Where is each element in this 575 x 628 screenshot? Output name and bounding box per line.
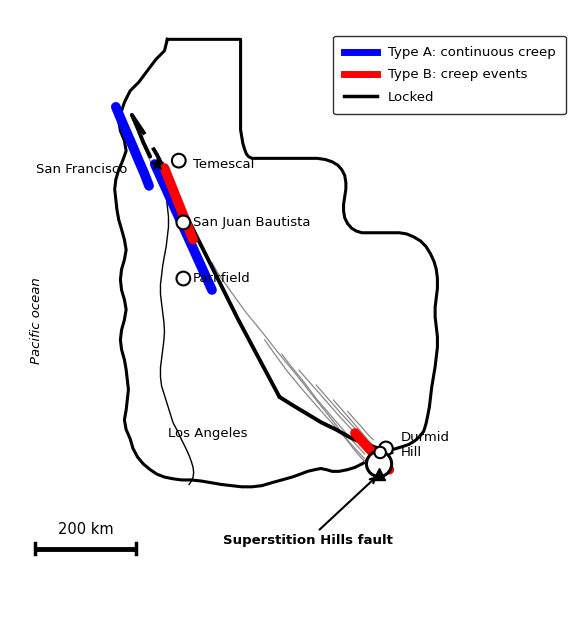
Legend: Type A: continuous creep, Type B: creep events, Locked: Type A: continuous creep, Type B: creep … bbox=[334, 36, 566, 114]
Circle shape bbox=[172, 154, 186, 168]
Text: San Juan Bautista: San Juan Bautista bbox=[193, 216, 310, 229]
Circle shape bbox=[177, 272, 190, 285]
Text: Superstition Hills fault: Superstition Hills fault bbox=[223, 478, 393, 548]
Circle shape bbox=[379, 441, 393, 455]
Text: 200 km: 200 km bbox=[58, 522, 114, 537]
Text: San Francisco: San Francisco bbox=[36, 163, 127, 176]
Text: Durmid
Hill: Durmid Hill bbox=[401, 431, 450, 459]
Text: Pacific ocean: Pacific ocean bbox=[30, 278, 43, 364]
Polygon shape bbox=[114, 40, 438, 487]
Circle shape bbox=[177, 215, 190, 229]
Text: Temescal: Temescal bbox=[193, 158, 255, 171]
Text: Los Angeles: Los Angeles bbox=[168, 426, 248, 440]
Text: Parkfield: Parkfield bbox=[193, 272, 251, 285]
Circle shape bbox=[374, 447, 386, 458]
Circle shape bbox=[366, 452, 392, 477]
